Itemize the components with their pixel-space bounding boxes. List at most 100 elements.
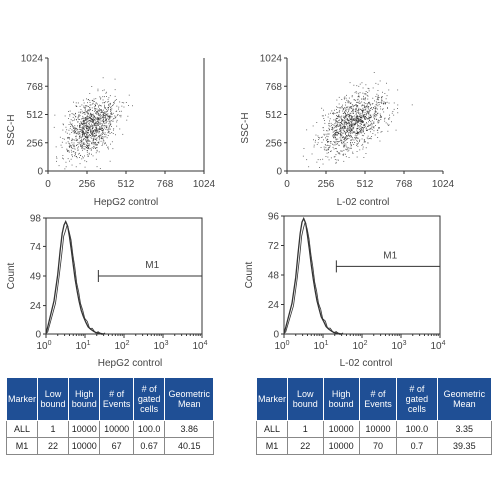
scatter-point [85, 140, 87, 142]
scatter-point [360, 131, 362, 133]
scatter-point [357, 116, 359, 118]
table-cell: 10000 [68, 437, 101, 455]
scatter-point [81, 141, 83, 143]
scatter-point [114, 89, 116, 91]
scatter-point [87, 125, 89, 127]
scatter-point [381, 102, 382, 104]
scatter-point [336, 125, 337, 127]
scatter-point [348, 135, 350, 136]
scatter-point [75, 166, 77, 168]
scatter-point [83, 131, 84, 133]
scatter-point [89, 129, 91, 131]
scatter-point [333, 156, 335, 158]
scatter-point [356, 144, 357, 146]
scatter-point [87, 155, 89, 157]
scatter-point [356, 119, 357, 121]
scatter-point [111, 113, 113, 115]
scatter-point [335, 125, 337, 127]
scatter-point [91, 119, 93, 121]
scatter-point [73, 144, 75, 146]
scatter-point [111, 126, 112, 127]
scatter-point [101, 112, 103, 113]
scatter-point [356, 132, 358, 134]
histogram-hepg2-xlabel: HepG2 control [98, 358, 162, 369]
scatter-point [96, 135, 97, 136]
scatter-point [360, 116, 361, 118]
scatter-point [79, 123, 81, 125]
scatter-point [108, 115, 109, 117]
scatter-point [345, 136, 347, 138]
scatter-point [350, 130, 351, 132]
scatter-point [329, 125, 331, 127]
scatter-point [356, 122, 358, 124]
scatter-point [343, 97, 345, 99]
scatter-point [98, 128, 100, 130]
scatter-point [62, 157, 63, 159]
scatter-point [367, 138, 369, 140]
x-tick-label: 768 [396, 179, 413, 190]
scatter-point [112, 112, 114, 114]
scatter-point [83, 131, 84, 132]
scatter-point [77, 117, 79, 119]
scatter-point [81, 147, 82, 149]
scatter-point [362, 107, 364, 109]
scatter-point [104, 104, 105, 106]
scatter-point [368, 118, 370, 120]
scatter-point [110, 109, 112, 111]
scatter-point [86, 121, 88, 122]
histogram-hepg2-gate-m1 [97, 270, 202, 282]
scatter-point [352, 110, 354, 112]
scatter-point [337, 134, 338, 136]
scatter-point [92, 128, 94, 129]
scatter-point [362, 110, 363, 112]
scatter-point [92, 127, 94, 129]
scatter-point [90, 135, 91, 136]
table-header-cell: High bound [68, 377, 101, 421]
scatter-point [360, 127, 362, 129]
scatter-point [101, 128, 103, 129]
scatter-point [79, 133, 81, 135]
scatter-point [366, 111, 368, 113]
scatter-point [107, 132, 109, 134]
scatter-point [102, 116, 104, 118]
scatter-point [71, 142, 73, 144]
scatter-point [119, 128, 121, 130]
scatter-point [83, 105, 85, 107]
scatter-point [103, 115, 104, 116]
scatter-point [392, 111, 394, 112]
scatter-point [67, 150, 68, 152]
scatter-point [352, 151, 354, 153]
scatter-point [105, 127, 107, 128]
scatter-point [104, 112, 106, 114]
scatter-point [86, 140, 88, 142]
scatter-point [332, 128, 334, 130]
scatter-point [338, 96, 340, 98]
scatter-point [340, 135, 342, 137]
scatter-point [341, 140, 343, 142]
scatter-point [103, 102, 105, 103]
y-tick-label: 768 [26, 82, 43, 93]
scatter-point [83, 143, 85, 145]
x-tick-label: 1024 [193, 179, 216, 190]
scatter-point [102, 124, 103, 126]
y-tick-label: 49 [30, 272, 42, 283]
scatter-point [95, 105, 96, 107]
scatter-point [126, 119, 128, 121]
scatter-point [77, 132, 79, 134]
scatter-point [103, 89, 105, 91]
x-tick-label: 101 [75, 340, 90, 352]
scatter-point [346, 114, 348, 116]
scatter-point [345, 104, 346, 106]
scatter-point [96, 123, 98, 125]
scatter-point [101, 138, 103, 140]
scatter-point [358, 107, 360, 109]
scatter-point [343, 142, 344, 144]
scatter-point [375, 111, 377, 113]
scatter-point [330, 141, 331, 143]
scatter-point [94, 109, 96, 111]
scatter-point [343, 139, 345, 140]
scatter-point [385, 122, 387, 124]
scatter-point [349, 112, 351, 114]
scatter-point [87, 118, 88, 120]
scatter-point [379, 140, 381, 142]
